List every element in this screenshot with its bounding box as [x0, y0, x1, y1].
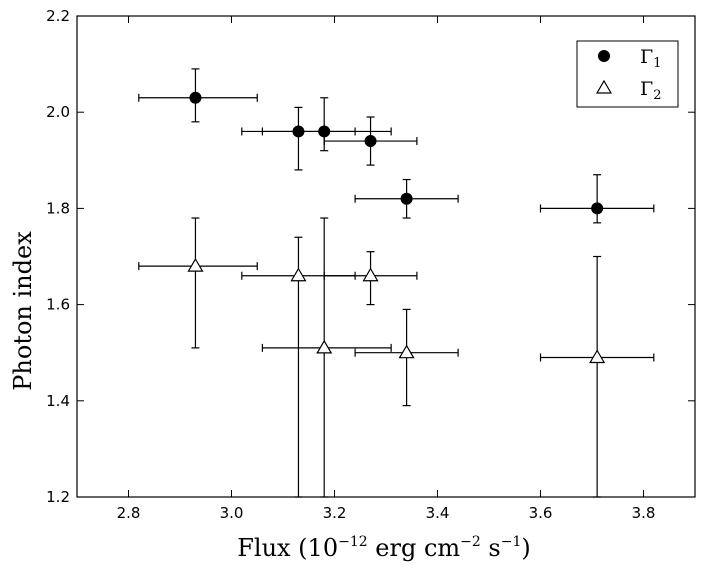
legend-marker-series-1	[598, 50, 610, 62]
x-tick-label: 3.4	[426, 504, 450, 522]
error-bar	[539, 174, 655, 224]
x-axis-label-exp2: −2	[460, 534, 481, 550]
legend-label-series-2: Γ2	[640, 78, 661, 103]
legend: Γ1 Γ2	[576, 40, 679, 108]
y-tick-label: 1.8	[46, 199, 70, 217]
x-tick-label: 2.8	[117, 504, 141, 522]
x-tick-label: 3.8	[632, 504, 656, 522]
x-axis-label-main: Flux (10	[237, 534, 338, 562]
data-point	[189, 91, 202, 104]
plot-marks	[138, 68, 655, 498]
data-point	[364, 135, 377, 148]
legend-marker-series-2	[595, 79, 613, 94]
data-point	[362, 267, 379, 282]
x-axis-label-exp3: −1	[501, 534, 522, 550]
y-tick-label: 1.2	[46, 488, 70, 506]
x-axis-label-exp1: −12	[338, 534, 368, 550]
y-tick-label: 1.6	[46, 296, 70, 314]
x-axis-label-end: )	[521, 534, 530, 562]
data-point	[290, 267, 307, 282]
data-point	[400, 192, 413, 205]
legend-label-series-1: Γ1	[640, 46, 661, 71]
error-bar	[241, 106, 356, 171]
series-1	[138, 68, 655, 224]
data-point	[591, 202, 604, 215]
error-bar	[539, 255, 655, 498]
series-2	[138, 217, 655, 498]
data-point	[589, 349, 606, 364]
y-axis-label: Photon index	[9, 231, 37, 391]
x-tick-label: 3.0	[220, 504, 244, 522]
y-tick-label: 1.4	[46, 392, 70, 410]
legend-box	[576, 40, 679, 108]
x-axis-label-mid2: s	[481, 534, 501, 562]
x-tick-label: 3.2	[323, 504, 347, 522]
y-tick-label: 2.2	[46, 7, 70, 25]
data-point	[398, 344, 415, 359]
error-bar	[138, 217, 258, 349]
error-bar	[261, 217, 392, 498]
x-axis-label: Flux (10−12 erg cm−2 s−1)	[237, 534, 531, 562]
x-tick-label: 3.6	[529, 504, 553, 522]
x-axis-label-mid: erg cm	[368, 534, 461, 562]
y-tick-label: 2.0	[46, 103, 70, 121]
data-point	[187, 257, 204, 272]
data-point	[318, 125, 331, 138]
plot-frame	[76, 15, 696, 498]
axis-ticks: 2.8 3.0 3.2 3.4 3.6 3.8 1.2 1.4 1.6 1.8 2.0 2.2	[46, 7, 695, 522]
data-point	[316, 339, 333, 354]
